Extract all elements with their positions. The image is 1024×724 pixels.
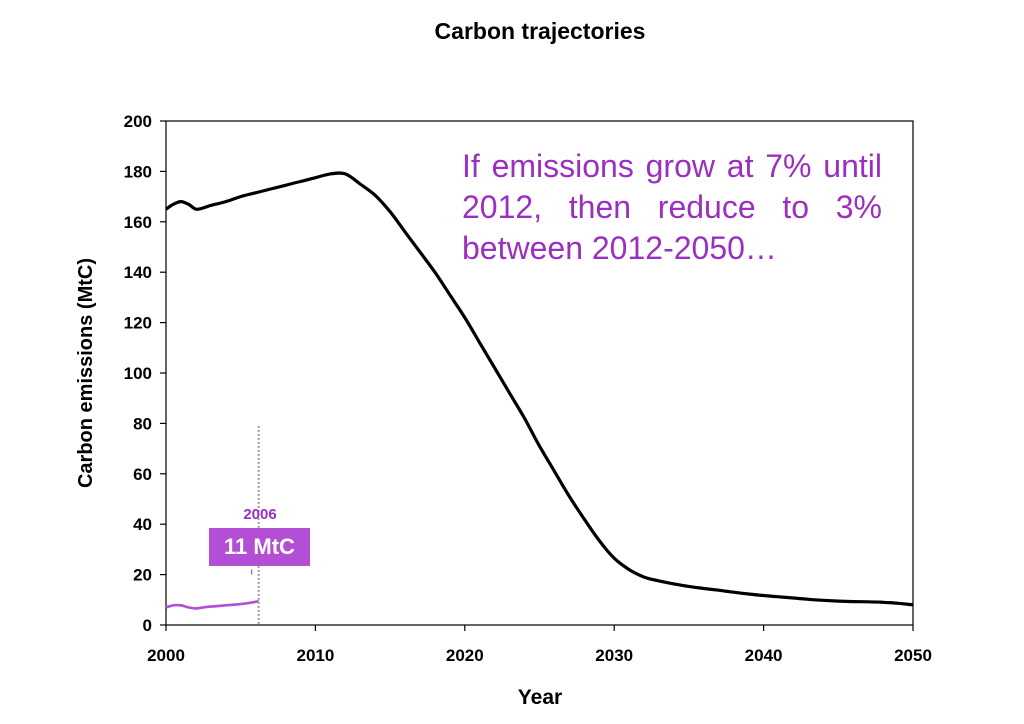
y-tick-label: 200 (124, 112, 152, 131)
x-tick-label: 2000 (147, 646, 185, 665)
y-tick-label: 180 (124, 162, 152, 181)
y-ticks: 0 20 40 60 80 100 120 140 160 180 200 (124, 112, 166, 635)
series-line-projection (165, 171, 914, 607)
y-tick-label: 20 (133, 566, 152, 585)
y-tick-label: 60 (133, 465, 152, 484)
x-ticks: 2000 2010 2020 2030 2040 2050 (147, 625, 932, 665)
x-tick-label: 2050 (894, 646, 932, 665)
y-tick-label: 40 (133, 515, 152, 534)
callout-year-label: 2006 (243, 506, 277, 523)
y-tick-label: 100 (124, 364, 152, 383)
x-axis-label: Year (518, 686, 562, 709)
callout-value-box: 11 MtC (209, 528, 310, 566)
y-tick-label: 120 (124, 314, 152, 333)
y-tick-label: 0 (143, 616, 152, 635)
annotation-text: If emissions grow at 7% until 2012, then… (462, 148, 882, 266)
chart-title: Carbon trajectories (434, 18, 646, 44)
series-lines (165, 171, 914, 625)
x-tick-label: 2010 (296, 646, 334, 665)
x-tick-label: 2040 (745, 646, 783, 665)
x-tick-label: 2030 (595, 646, 633, 665)
y-axis-label: Carbon emissions (MtC) (75, 258, 97, 488)
x-tick-label: 2020 (446, 646, 484, 665)
y-tick-label: 80 (133, 414, 152, 433)
y-tick-label: 160 (124, 213, 152, 232)
series-line-actual (165, 599, 259, 610)
y-tick-label: 140 (124, 263, 152, 282)
